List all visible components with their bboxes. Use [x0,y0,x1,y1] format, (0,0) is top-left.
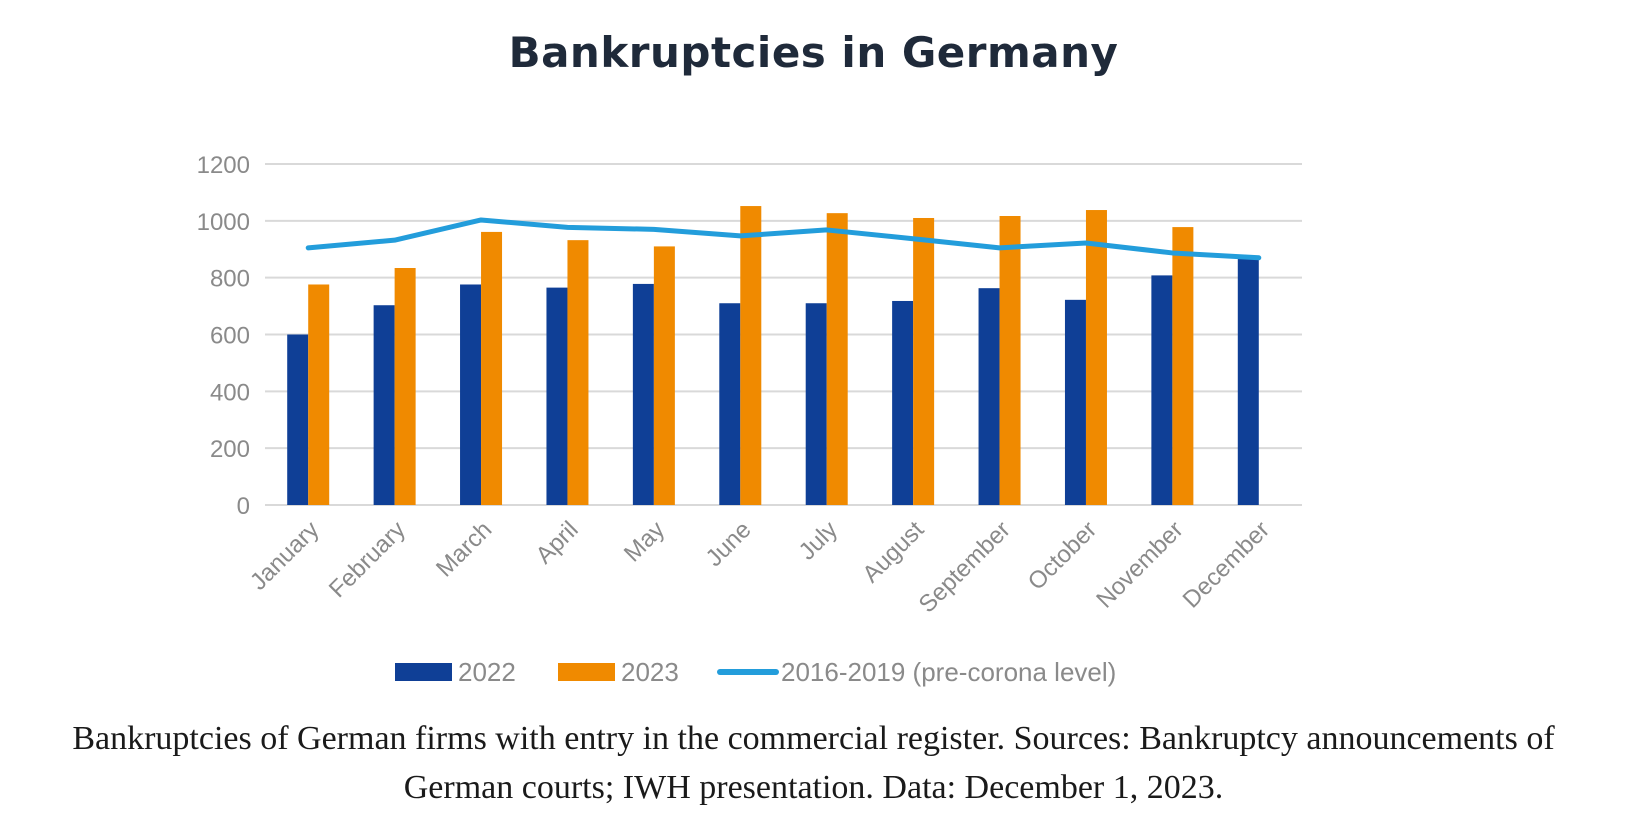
bar-2022-december [1237,255,1259,505]
bar-line-chart: 0 200 400 600 800 1000 1200 January February Mar… [197,152,1302,687]
legend-label: 2016-2019 (pre-corona level) [781,657,1116,687]
bar-2023-september [999,216,1021,505]
x-tick-label: January [245,516,324,595]
x-tick-label: March [431,516,497,582]
legend-label: 2022 [458,657,516,687]
bar-2022-november [1151,275,1173,505]
x-tick-label: November [1091,516,1188,613]
bar-2023-march [481,231,503,505]
bar-2023-august [913,217,935,505]
x-tick-label: May [619,516,670,567]
x-tick-label: September [914,516,1016,618]
bar-2023-july [826,213,848,505]
bar-2023-october [1085,210,1107,505]
x-tick-label: August [857,516,929,588]
bar-2023-november [1172,227,1194,505]
bar-2023-june [740,206,762,505]
legend-label: 2023 [621,657,679,687]
bar-2022-september [978,288,1000,505]
bar-2023-april [567,240,589,505]
bar-2022-october [1064,299,1086,505]
x-tick-label: June [701,516,757,572]
bar-2023-february [394,268,416,505]
x-tick-label: April [531,516,584,569]
y-tick-label: 800 [210,266,250,293]
x-tick-label: February [324,516,411,603]
pre-corona-line [305,217,1262,261]
legend: 2022 2023 2016-2019 (pre-corona level) [395,657,1116,687]
x-tick-label: October [1023,516,1102,595]
y-tick-label: 1200 [197,152,250,179]
bars [287,206,1259,506]
bar-2023-may [653,246,675,506]
bar-2022-january [287,334,309,505]
bar-2022-june [719,303,741,505]
y-tick-label: 200 [210,436,250,463]
y-axis-ticks: 0 200 400 600 800 1000 1200 [197,152,250,520]
bar-2023-january [308,284,330,505]
figure-caption: Bankruptcies of German firms with entry … [72,720,1555,806]
bar-2022-february [373,305,395,505]
y-tick-label: 0 [237,493,250,520]
bar-2022-april [546,287,568,505]
bar-2022-march [460,284,482,505]
bar-2022-august [892,300,914,505]
bar-2022-may [632,283,654,505]
x-axis-ticks: January February March April May June July Augu… [245,516,1275,618]
x-tick-label: July [794,516,843,565]
gridlines [265,163,1302,506]
legend-swatch [395,663,452,681]
y-tick-label: 1000 [197,209,250,236]
bar-2022-july [805,303,827,505]
y-tick-label: 600 [210,323,250,350]
y-tick-label: 400 [210,379,250,406]
line-pre-corona-level [305,217,1262,261]
chart-title: Bankruptcies in Germany [508,28,1119,77]
legend-swatch [558,663,615,681]
x-tick-label: December [1178,516,1275,613]
